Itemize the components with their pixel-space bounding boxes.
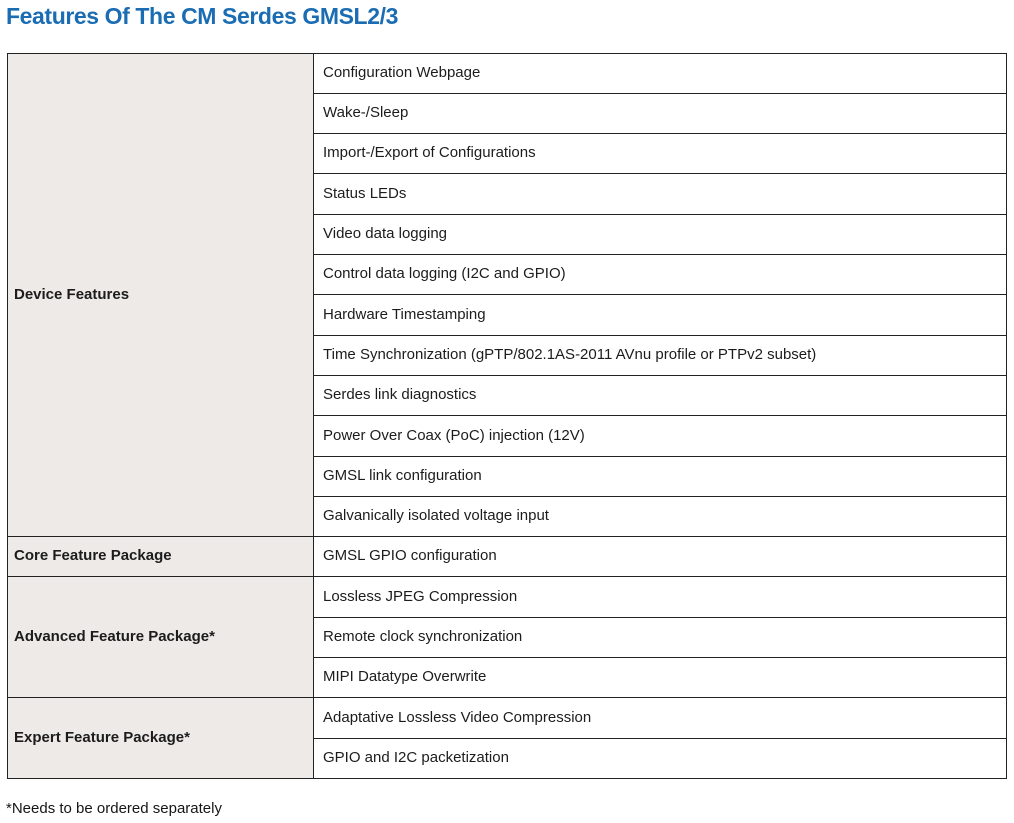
table-row: Serdes link diagnostics [8, 374, 1007, 417]
table-row: Hardware Timestamping [8, 294, 1007, 336]
feature-cell: Configuration Webpage [313, 52, 1007, 94]
feature-cell: Wake-/Sleep [313, 92, 1007, 135]
page-title: Features Of The CM Serdes GMSL2/3 [6, 3, 398, 29]
group-label-cell: Core Feature Package [7, 536, 314, 578]
feature-cell: Power Over Coax (PoC) injection (12V) [313, 415, 1007, 457]
table-row: Import-/Export of Configurations [8, 133, 1007, 175]
table-row: Expert Feature Package* Adaptative Lossle… [7, 697, 1007, 779]
feature-cell: Remote clock synchronization [313, 616, 1007, 659]
feature-cell: GMSL GPIO configuration [313, 536, 1007, 578]
feature-cell: Galvanically isolated voltage input [313, 495, 1007, 538]
table-row: GPIO and I2C packetization [8, 737, 1007, 779]
feature-cell: Adaptative Lossless Video Compression [313, 697, 1007, 739]
table-row: Time Synchronization (gPTP/802.1AS-2011 … [8, 334, 1007, 376]
table-row: Galvanically isolated voltage input [8, 495, 1007, 538]
feature-cell: Hardware Timestamping [313, 294, 1007, 336]
group-label-cell: Device Features [7, 52, 314, 538]
feature-table: Device Features Configuration Webpage Wake… [7, 52, 1007, 779]
table-row: Advanced Feature Package* Lossless JPEG C… [7, 576, 1007, 699]
feature-cell: Status LEDs [313, 173, 1007, 215]
table-row: Power Over Coax (PoC) injection (12V) [8, 415, 1007, 457]
table-row: Control data logging (I2C and GPIO) [8, 254, 1007, 296]
feature-cell: GMSL link configuration [313, 455, 1007, 497]
feature-cell: GPIO and I2C packetization [313, 737, 1007, 779]
table-row: GMSL link configuration [8, 455, 1007, 497]
footnote: *Needs to be ordered separately [6, 799, 222, 817]
table-row: Device Features Configuration Webpage [7, 52, 1007, 538]
table-row: Video data logging [8, 213, 1007, 256]
feature-cell: MIPI Datatype Overwrite [313, 657, 1007, 699]
feature-cell: Video data logging [313, 213, 1007, 256]
feature-cell: Serdes link diagnostics [313, 374, 1007, 417]
group-label-cell: Advanced Feature Package* [7, 576, 314, 699]
feature-cell: Time Synchronization (gPTP/802.1AS-2011 … [313, 334, 1007, 376]
group-label-cell: Expert Feature Package* [7, 697, 314, 779]
table-row: MIPI Datatype Overwrite [8, 657, 1007, 699]
feature-cell: Import-/Export of Configurations [313, 133, 1007, 175]
table-row: Core Feature Package GMSL GPIO configurat… [7, 536, 1007, 578]
feature-cell: Control data logging (I2C and GPIO) [313, 254, 1007, 296]
feature-cell: Lossless JPEG Compression [313, 576, 1007, 618]
table-row: Wake-/Sleep [8, 92, 1007, 135]
feature-table-body: Device Features Configuration Webpage Wake… [7, 52, 1007, 779]
